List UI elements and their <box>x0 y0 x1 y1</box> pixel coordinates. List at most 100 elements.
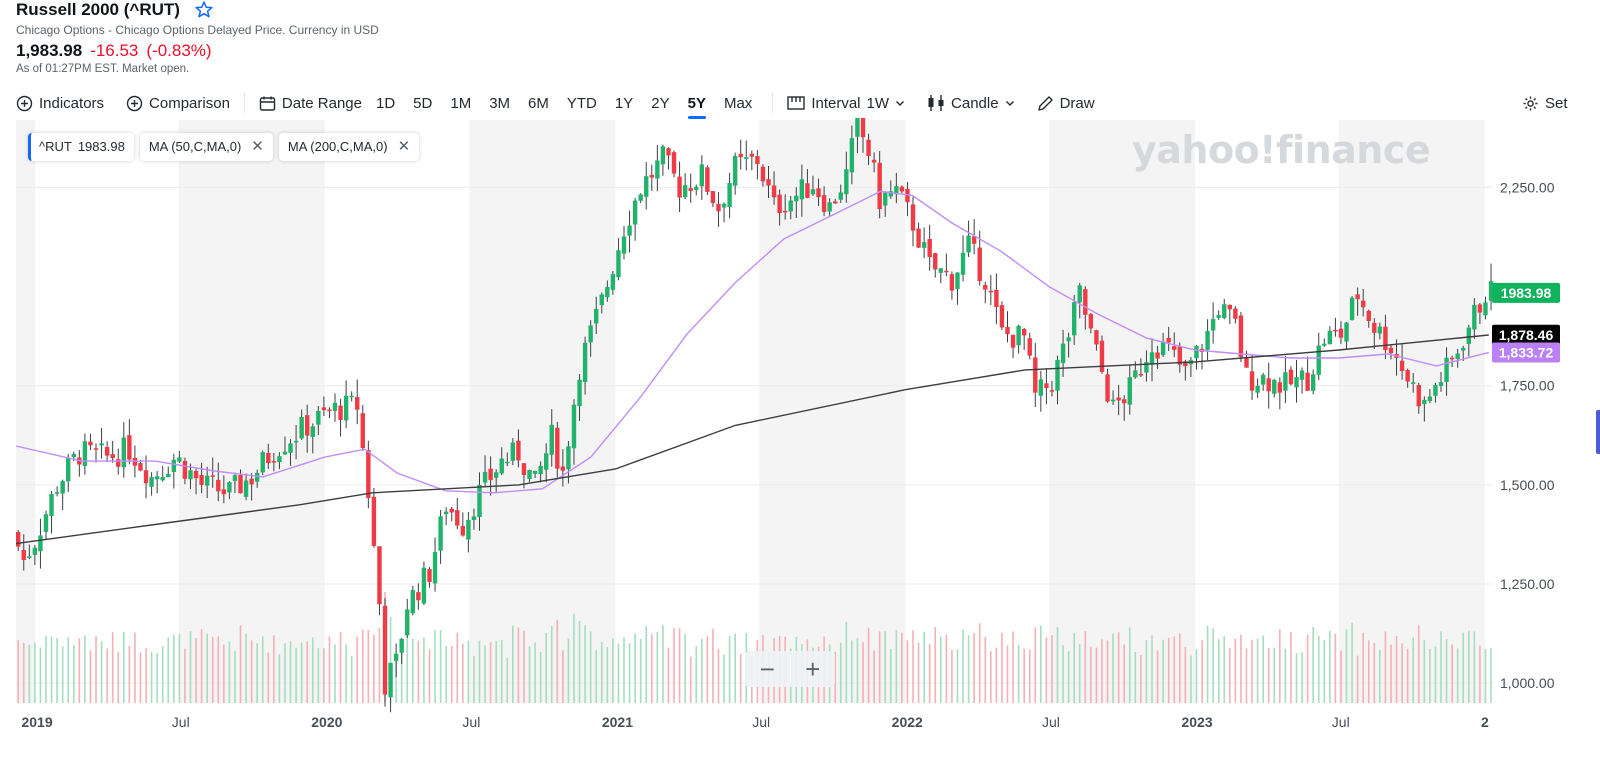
indicators-label: Indicators <box>39 94 105 112</box>
close-icon[interactable]: ✕ <box>251 138 264 155</box>
candle-up <box>549 424 554 455</box>
range-option-2y[interactable]: 2Y <box>651 94 670 112</box>
candle-down <box>1172 346 1177 350</box>
range-option-5d[interactable]: 5D <box>413 94 433 112</box>
star-icon[interactable] <box>194 0 214 20</box>
candle-up <box>388 662 393 698</box>
candle-up <box>43 514 49 532</box>
candle-down <box>521 463 527 475</box>
candle-up <box>844 169 849 195</box>
chevron-down-icon <box>1005 101 1014 106</box>
legend-ma200[interactable]: MA (200,C,MA,0) ✕ <box>278 133 420 161</box>
candle-up <box>1344 322 1349 342</box>
settings-button[interactable]: Set <box>1522 95 1568 112</box>
draw-button[interactable]: Draw <box>1037 95 1095 112</box>
candle-down <box>1155 352 1160 359</box>
range-option-3m[interactable]: 3M <box>489 94 511 112</box>
candle-down <box>1288 369 1294 385</box>
candle-down <box>1238 315 1244 358</box>
candle-down <box>860 118 866 138</box>
quote-change: -16.53 <box>90 41 139 60</box>
candle-up <box>788 200 793 212</box>
legend-main-series[interactable]: ^RUT 1983.98 <box>28 133 134 161</box>
candle-up <box>410 590 416 614</box>
candle-up <box>883 192 888 206</box>
x-tick-label: 2020 <box>311 714 342 730</box>
zoom-out-button[interactable]: − <box>759 653 775 684</box>
price-tag-label: 1,878.46 <box>1499 327 1554 343</box>
zoom-in-button[interactable]: + <box>805 653 821 684</box>
indicators-button[interactable]: Indicators <box>16 95 104 112</box>
candle-up <box>632 200 638 225</box>
candle-up <box>1327 330 1333 345</box>
candle-down <box>238 475 243 494</box>
candle-up <box>1322 343 1327 346</box>
range-option-1d[interactable]: 1D <box>375 94 396 112</box>
chart-type-button[interactable]: Candle <box>927 94 1015 112</box>
candle-down <box>460 525 466 536</box>
chart-area[interactable]: 1,000.00 1,250.00 1,500.00 1,750.00 2,250.00… <box>0 118 1600 781</box>
candle-down <box>516 440 521 461</box>
date-range-button[interactable]: Date Range <box>259 95 362 112</box>
candle-up <box>960 252 966 275</box>
chevron-down-icon <box>896 101 905 106</box>
ma50-line <box>15 190 1489 494</box>
x-tick-label: 2 <box>1481 714 1489 730</box>
candle-up <box>393 653 399 661</box>
candle-up <box>810 189 816 195</box>
candle-up <box>938 268 943 273</box>
candle-up <box>543 453 549 470</box>
candle-down <box>249 478 254 485</box>
side-panel-handle[interactable] <box>1596 410 1600 454</box>
comparison-label: Comparison <box>149 94 230 112</box>
candle-down <box>1083 289 1088 315</box>
candle-up <box>1205 330 1210 350</box>
price-chart[interactable]: 1,000.00 1,250.00 1,500.00 1,750.00 2,250.00… <box>0 118 1600 781</box>
x-tick-label: Jul <box>1332 714 1350 730</box>
candle-up <box>1349 297 1355 321</box>
candle-down <box>1338 328 1344 338</box>
close-icon[interactable]: ✕ <box>397 138 411 155</box>
candle-down <box>488 468 493 481</box>
candle-down <box>1249 371 1255 391</box>
candle-down <box>182 460 188 479</box>
candle-up <box>466 519 471 540</box>
candle-down <box>877 162 882 210</box>
range-option-1m[interactable]: 1M <box>450 94 472 112</box>
y-tick-label: 1,500.00 <box>1500 477 1555 493</box>
candle-up <box>282 451 288 455</box>
candle-up <box>827 202 832 212</box>
range-option-5y[interactable]: 5Y <box>687 94 707 119</box>
range-selector: 1D 5D 1M 3M 6M YTD 1Y 2Y 5Y Max <box>375 94 770 119</box>
candle-up <box>82 441 88 466</box>
candle-down <box>327 409 332 412</box>
candle-up <box>149 477 154 487</box>
candle-down <box>371 496 377 546</box>
candle-down <box>710 191 716 204</box>
candle-down <box>555 427 560 469</box>
candle-up <box>794 195 799 202</box>
range-option-ytd[interactable]: YTD <box>566 94 597 112</box>
price-tag <box>1492 282 1560 303</box>
candle-up <box>566 446 571 470</box>
candle-down <box>983 284 988 290</box>
candle-down <box>93 448 99 450</box>
comparison-button[interactable]: Comparison <box>126 95 230 112</box>
candle-down <box>132 457 138 466</box>
interval-button[interactable]: Interval 1W <box>787 95 905 112</box>
candle-up <box>443 511 449 515</box>
candle-up <box>616 250 621 278</box>
candle-up <box>1438 382 1444 386</box>
range-option-max[interactable]: Max <box>723 94 753 112</box>
range-option-6m[interactable]: 6M <box>528 94 549 112</box>
candle-up <box>966 235 971 253</box>
range-option-1y[interactable]: 1Y <box>614 94 634 112</box>
candle-up <box>288 443 293 453</box>
candle-down <box>416 592 421 601</box>
candle-up <box>921 242 927 248</box>
gear-icon <box>1523 96 1538 110</box>
candle-down <box>16 531 21 547</box>
candle-up <box>1216 315 1221 318</box>
candle-up <box>54 492 60 494</box>
legend-ma50[interactable]: MA (50,C,MA,0) ✕ <box>139 133 273 161</box>
